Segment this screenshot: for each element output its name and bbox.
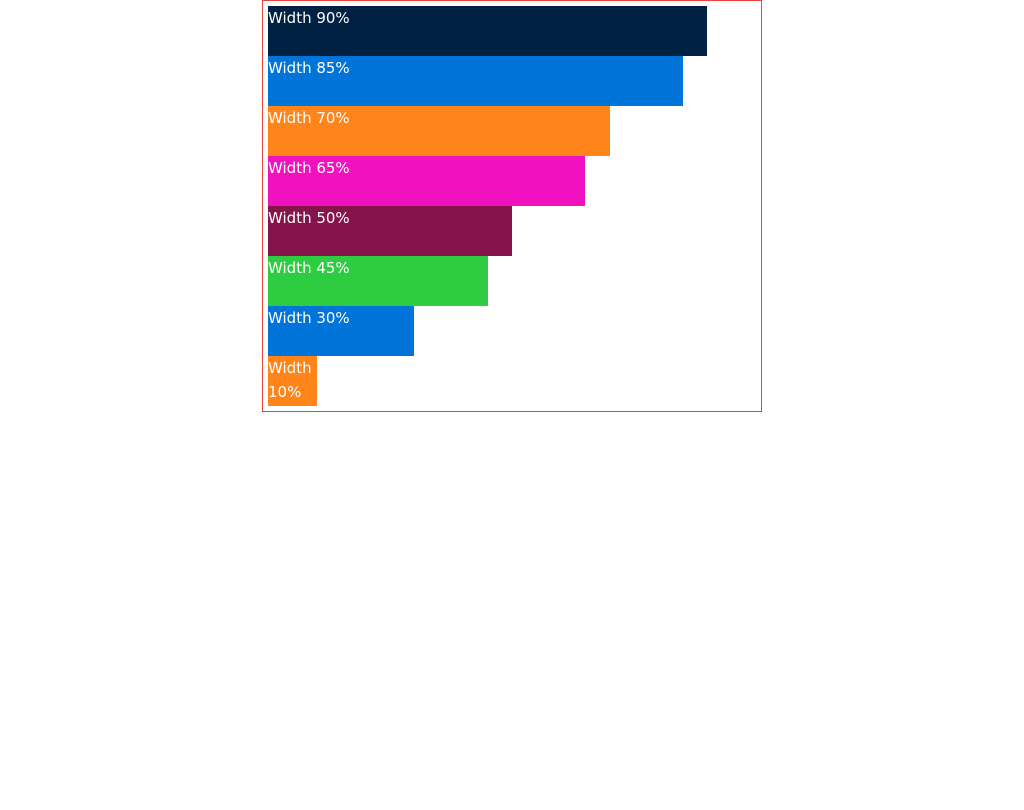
bar-65: Width 65% [268, 156, 586, 206]
bar-label: Width 85% [268, 59, 350, 77]
bar-10: Width 10% [268, 356, 317, 406]
bars-container: Width 90% Width 85% Width 70% Width 65% … [262, 0, 762, 412]
bar-label: Width 30% [268, 309, 350, 327]
bar-label: Width 90% [268, 9, 350, 27]
bar-30: Width 30% [268, 306, 415, 356]
bar-90: Width 90% [268, 6, 708, 56]
bar-85: Width 85% [268, 56, 683, 106]
bar-45: Width 45% [268, 256, 488, 306]
bar-70: Width 70% [268, 106, 610, 156]
bar-label: Width 10% [268, 359, 312, 401]
bar-list: Width 90% Width 85% Width 70% Width 65% … [268, 6, 756, 406]
bar-label: Width 65% [268, 159, 350, 177]
bar-label: Width 70% [268, 109, 350, 127]
bar-50: Width 50% [268, 206, 512, 256]
bar-label: Width 50% [268, 209, 350, 227]
bar-label: Width 45% [268, 259, 350, 277]
